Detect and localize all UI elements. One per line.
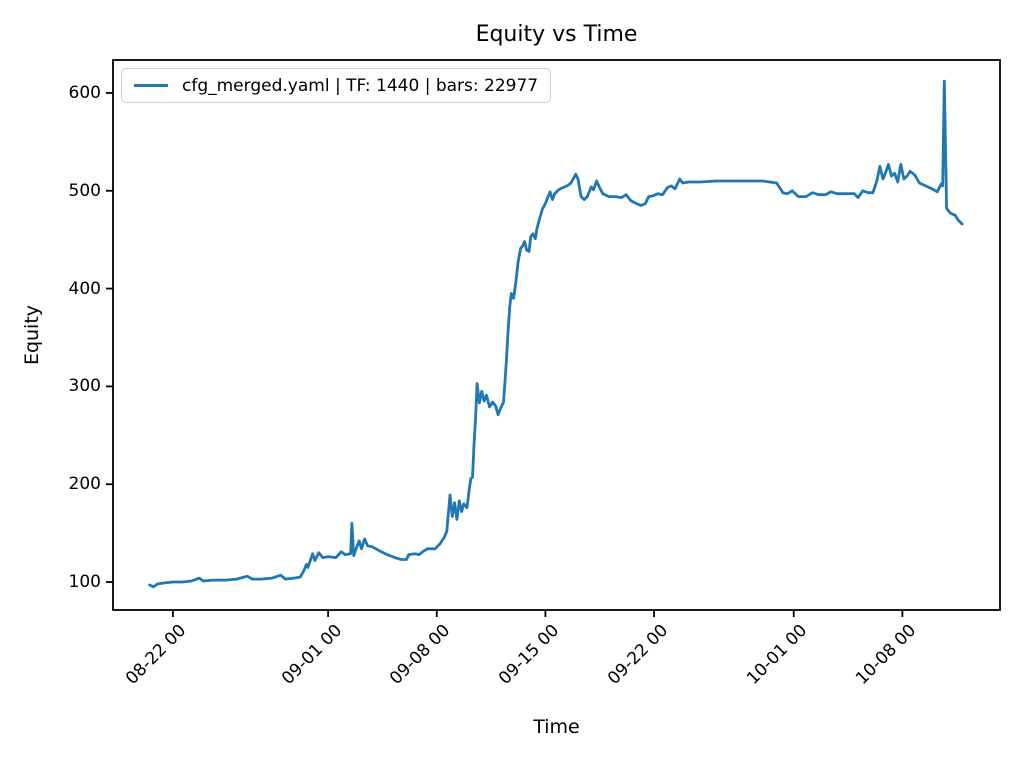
legend: cfg_merged.yaml | TF: 1440 | bars: 22977 xyxy=(121,68,552,103)
y-tick-label: 600 xyxy=(68,82,101,103)
chart-title: Equity vs Time xyxy=(475,22,638,47)
equity-line xyxy=(148,79,964,589)
y-tick-label: 400 xyxy=(68,278,101,299)
y-tick-label: 500 xyxy=(68,180,101,201)
legend-line-sample xyxy=(134,84,168,87)
x-axis-label: Time xyxy=(533,716,580,738)
y-tick-label: 300 xyxy=(68,376,101,397)
legend-label: cfg_merged.yaml | TF: 1440 | bars: 22977 xyxy=(182,75,539,96)
y-tick-label: 200 xyxy=(68,474,101,495)
axes-spines xyxy=(112,59,1001,611)
y-tick-label: 100 xyxy=(68,572,101,593)
